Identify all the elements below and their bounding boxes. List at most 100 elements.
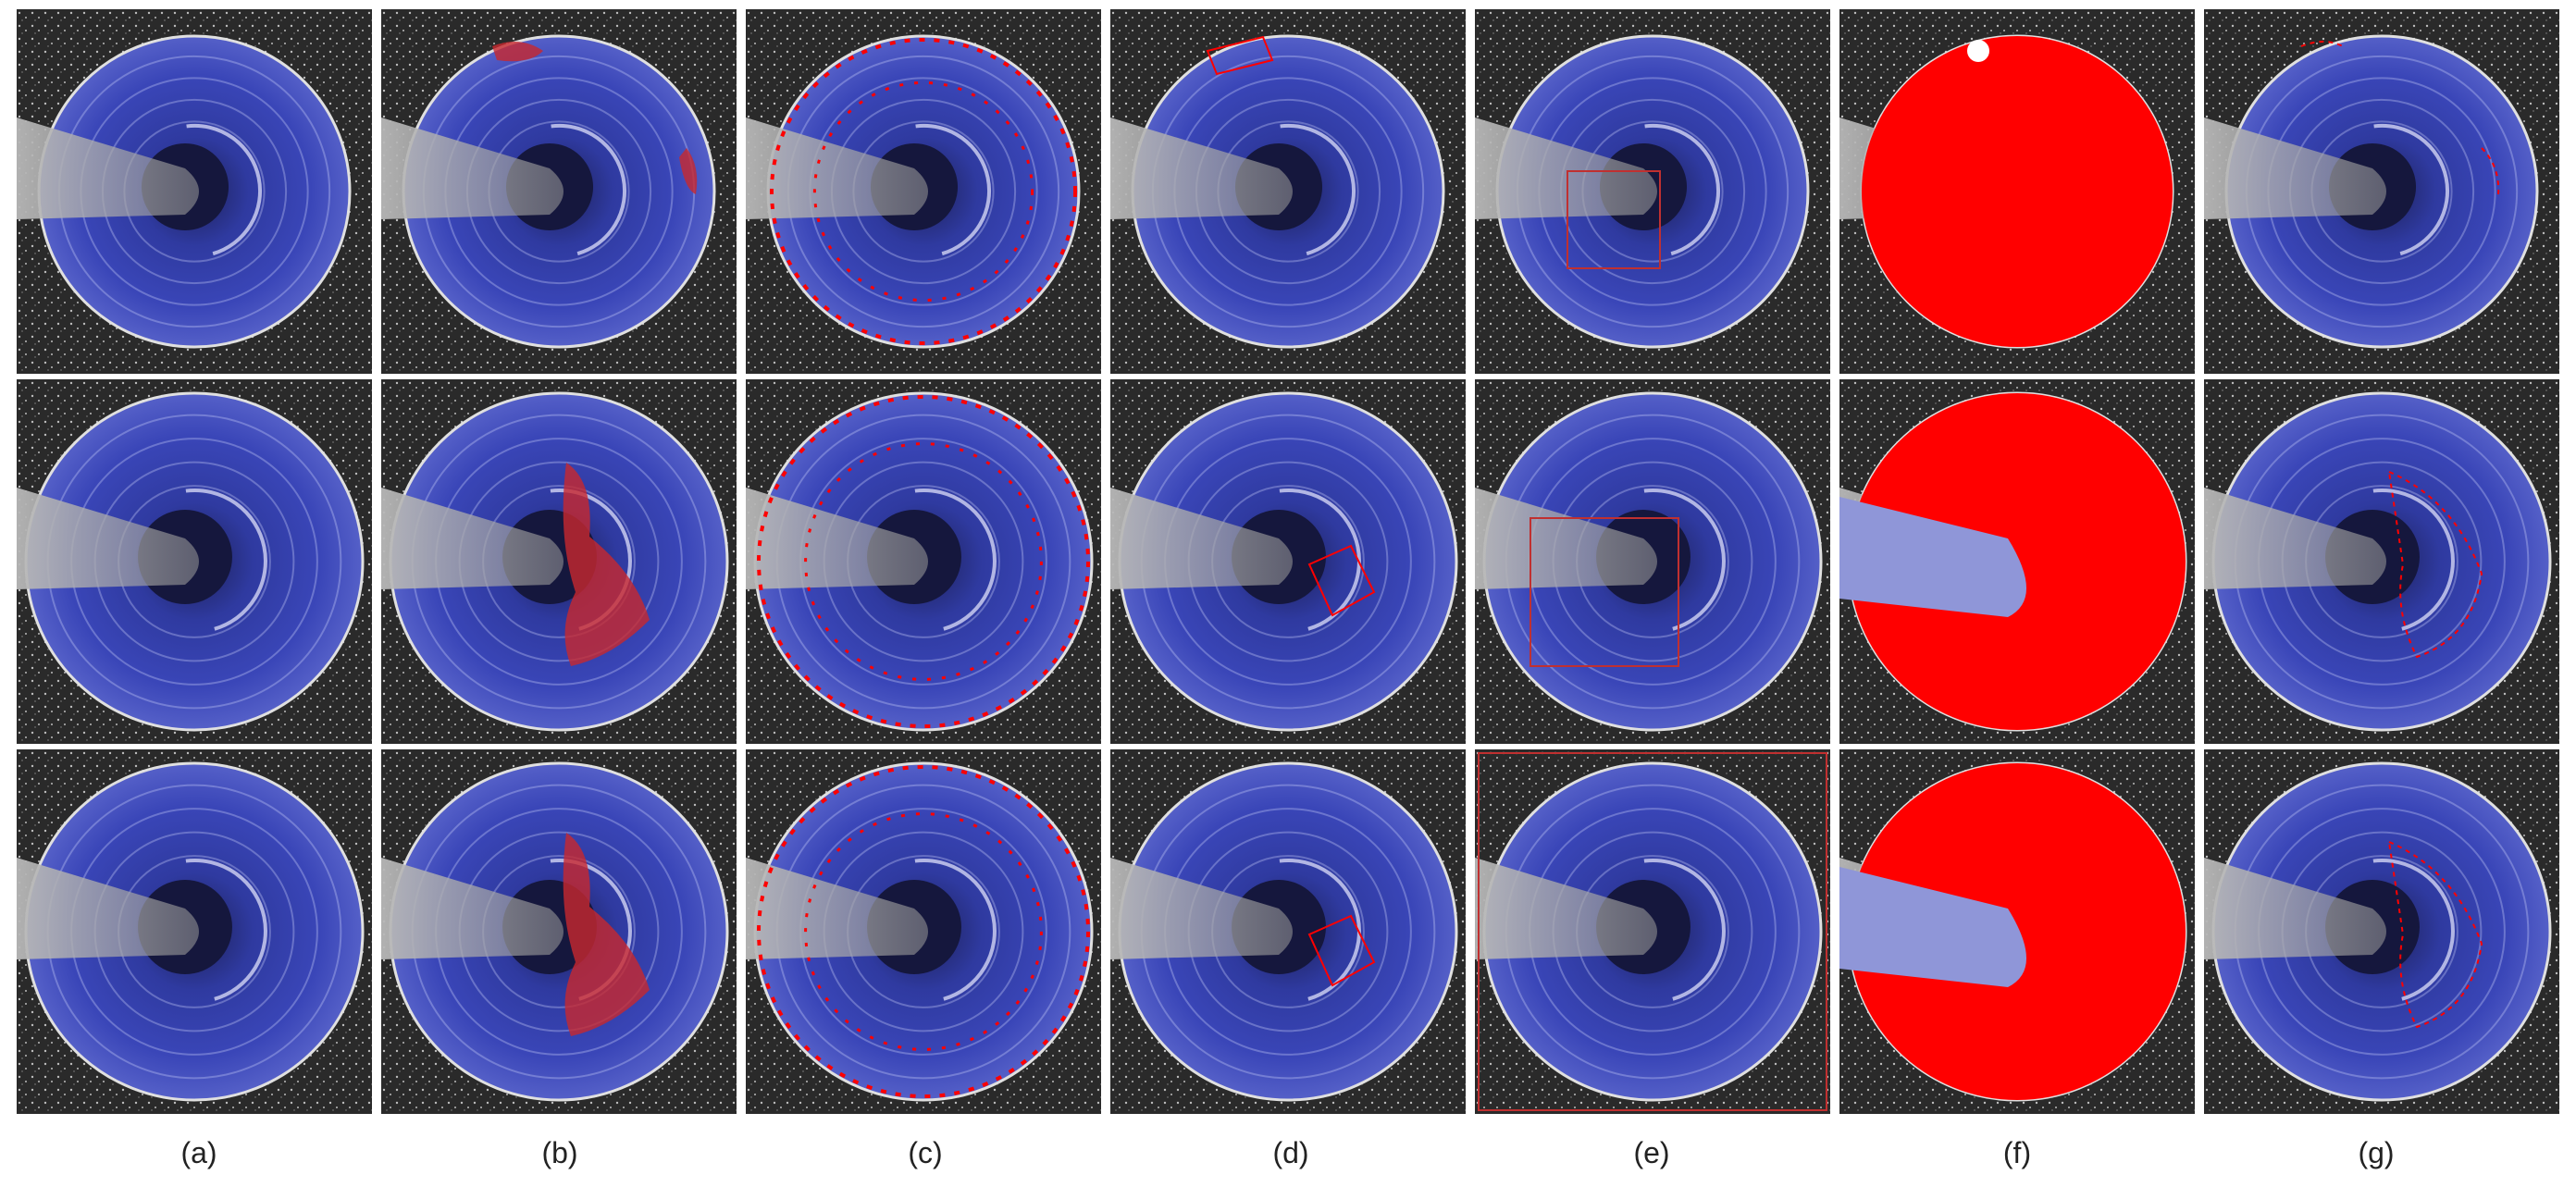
probe xyxy=(2204,117,2386,219)
column-label-g: (g) xyxy=(2358,1136,2395,1169)
image-cell-row3-e xyxy=(1475,749,1830,1114)
image-cell-row3-g xyxy=(2204,749,2559,1114)
lumen-rim xyxy=(1644,123,1720,256)
column-label-c: (c) xyxy=(908,1136,943,1169)
segmentation-mask xyxy=(1862,36,2173,347)
probe xyxy=(381,117,564,219)
detection-box xyxy=(1478,752,1827,1111)
image-cell-row1-a xyxy=(17,9,372,374)
lumen-rim xyxy=(2372,488,2455,631)
image-cell-row1-e xyxy=(1475,9,1830,374)
probe xyxy=(1110,488,1293,589)
detection-box xyxy=(1307,914,1376,987)
image-cell-row2-b xyxy=(381,379,737,744)
endoscopic-image-row1-c xyxy=(746,9,1101,374)
detection-box xyxy=(1206,35,1274,76)
probe xyxy=(746,117,928,219)
endoscopic-image-row1-d xyxy=(1110,9,1466,374)
endoscopic-image-row2-a xyxy=(17,379,372,744)
image-cell-row2-g xyxy=(2204,379,2559,744)
lumen-rim xyxy=(2373,123,2449,256)
segmentation-speckle xyxy=(770,38,1077,345)
endoscopic-image-row2-c xyxy=(746,379,1101,744)
endoscopic-image-row1-g xyxy=(2204,9,2559,374)
lesion-overlay xyxy=(563,833,650,1036)
probe xyxy=(17,858,199,959)
probe xyxy=(17,488,199,589)
lumen-rim xyxy=(1643,858,1726,1001)
column-label-d: (d) xyxy=(1272,1136,1309,1169)
probe xyxy=(17,117,199,219)
lesion-overlay xyxy=(563,463,650,666)
endoscopic-image-row3-g xyxy=(2204,749,2559,1114)
lumen-rim xyxy=(914,858,997,1001)
image-cell-row3-d xyxy=(1110,749,1466,1114)
endoscopic-image-row3-b xyxy=(381,749,737,1114)
column-label-b: (b) xyxy=(541,1136,578,1169)
lumen-rim xyxy=(551,123,626,256)
unsegmented-region xyxy=(1839,497,2026,617)
segmentation-speckle xyxy=(757,765,1090,1098)
lesion-overlay xyxy=(679,148,698,194)
endoscopic-image-row1-e xyxy=(1475,9,1830,374)
detection-box xyxy=(1567,170,1661,269)
probe xyxy=(746,488,928,589)
image-cell-row3-c xyxy=(746,749,1101,1114)
lumen-rim xyxy=(2372,858,2455,1001)
image-cell-row2-a xyxy=(17,379,372,744)
probe xyxy=(2204,858,2386,959)
image-cell-row2-c xyxy=(746,379,1101,744)
image-cell-row2-d xyxy=(1110,379,1466,744)
endoscopic-image-row2-g xyxy=(2204,379,2559,744)
image-cell-row1-c xyxy=(746,9,1101,374)
endoscopic-image-row3-f xyxy=(1839,749,2195,1114)
detection-box xyxy=(1530,517,1679,667)
probe xyxy=(1110,117,1293,219)
probe xyxy=(1475,858,1657,959)
lumen-rim xyxy=(915,123,991,256)
probe xyxy=(1110,858,1293,959)
endoscopic-image-row1-b xyxy=(381,9,737,374)
endoscopic-image-row2-b xyxy=(381,379,737,744)
column-label-a: (a) xyxy=(180,1136,217,1169)
lumen-rim xyxy=(186,123,262,256)
segmentation-contour xyxy=(2387,840,2483,1029)
unsegmented-region xyxy=(1839,867,2026,987)
endoscopic-image-row3-c xyxy=(746,749,1101,1114)
probe xyxy=(1475,488,1657,589)
lumen-rim xyxy=(914,488,997,631)
segmentation-contour xyxy=(2300,41,2500,195)
image-cell-row1-g xyxy=(2204,9,2559,374)
endoscopic-image-row3-d xyxy=(1110,749,1466,1114)
segmentation-speckle xyxy=(804,442,1043,681)
endoscopic-image-row3-a xyxy=(17,749,372,1114)
segmentation-speckle xyxy=(804,812,1043,1051)
segmentation-speckle xyxy=(812,80,1034,303)
probe xyxy=(381,858,564,959)
lesion-overlay xyxy=(492,42,543,62)
endoscopic-image-row2-d xyxy=(1110,379,1466,744)
image-cell-row3-a xyxy=(17,749,372,1114)
lumen-rim xyxy=(1643,488,1726,631)
image-cell-row1-f xyxy=(1839,9,2195,374)
segmentation-speckle xyxy=(757,395,1090,728)
image-cell-row1-b xyxy=(381,9,737,374)
probe xyxy=(2204,488,2386,589)
segmentation-contour xyxy=(2387,470,2483,659)
lumen-rim xyxy=(1280,123,1356,256)
endoscopic-image-row1-a xyxy=(17,9,372,374)
probe xyxy=(1475,117,1657,219)
column-label-e: (e) xyxy=(1633,1136,1670,1169)
image-cell-row3-b xyxy=(381,749,737,1114)
column-label-f: (f) xyxy=(2002,1136,2032,1169)
probe xyxy=(746,858,928,959)
image-cell-row1-d xyxy=(1110,9,1466,374)
endoscopic-image-row3-e xyxy=(1475,749,1830,1114)
endoscopic-image-row2-e xyxy=(1475,379,1830,744)
image-cell-row3-f xyxy=(1839,749,2195,1114)
detection-box xyxy=(1307,544,1376,617)
unsegmented-region xyxy=(1967,40,1989,62)
image-cell-row2-e xyxy=(1475,379,1830,744)
endoscopic-image-row1-f xyxy=(1839,9,2195,374)
probe xyxy=(381,488,564,589)
